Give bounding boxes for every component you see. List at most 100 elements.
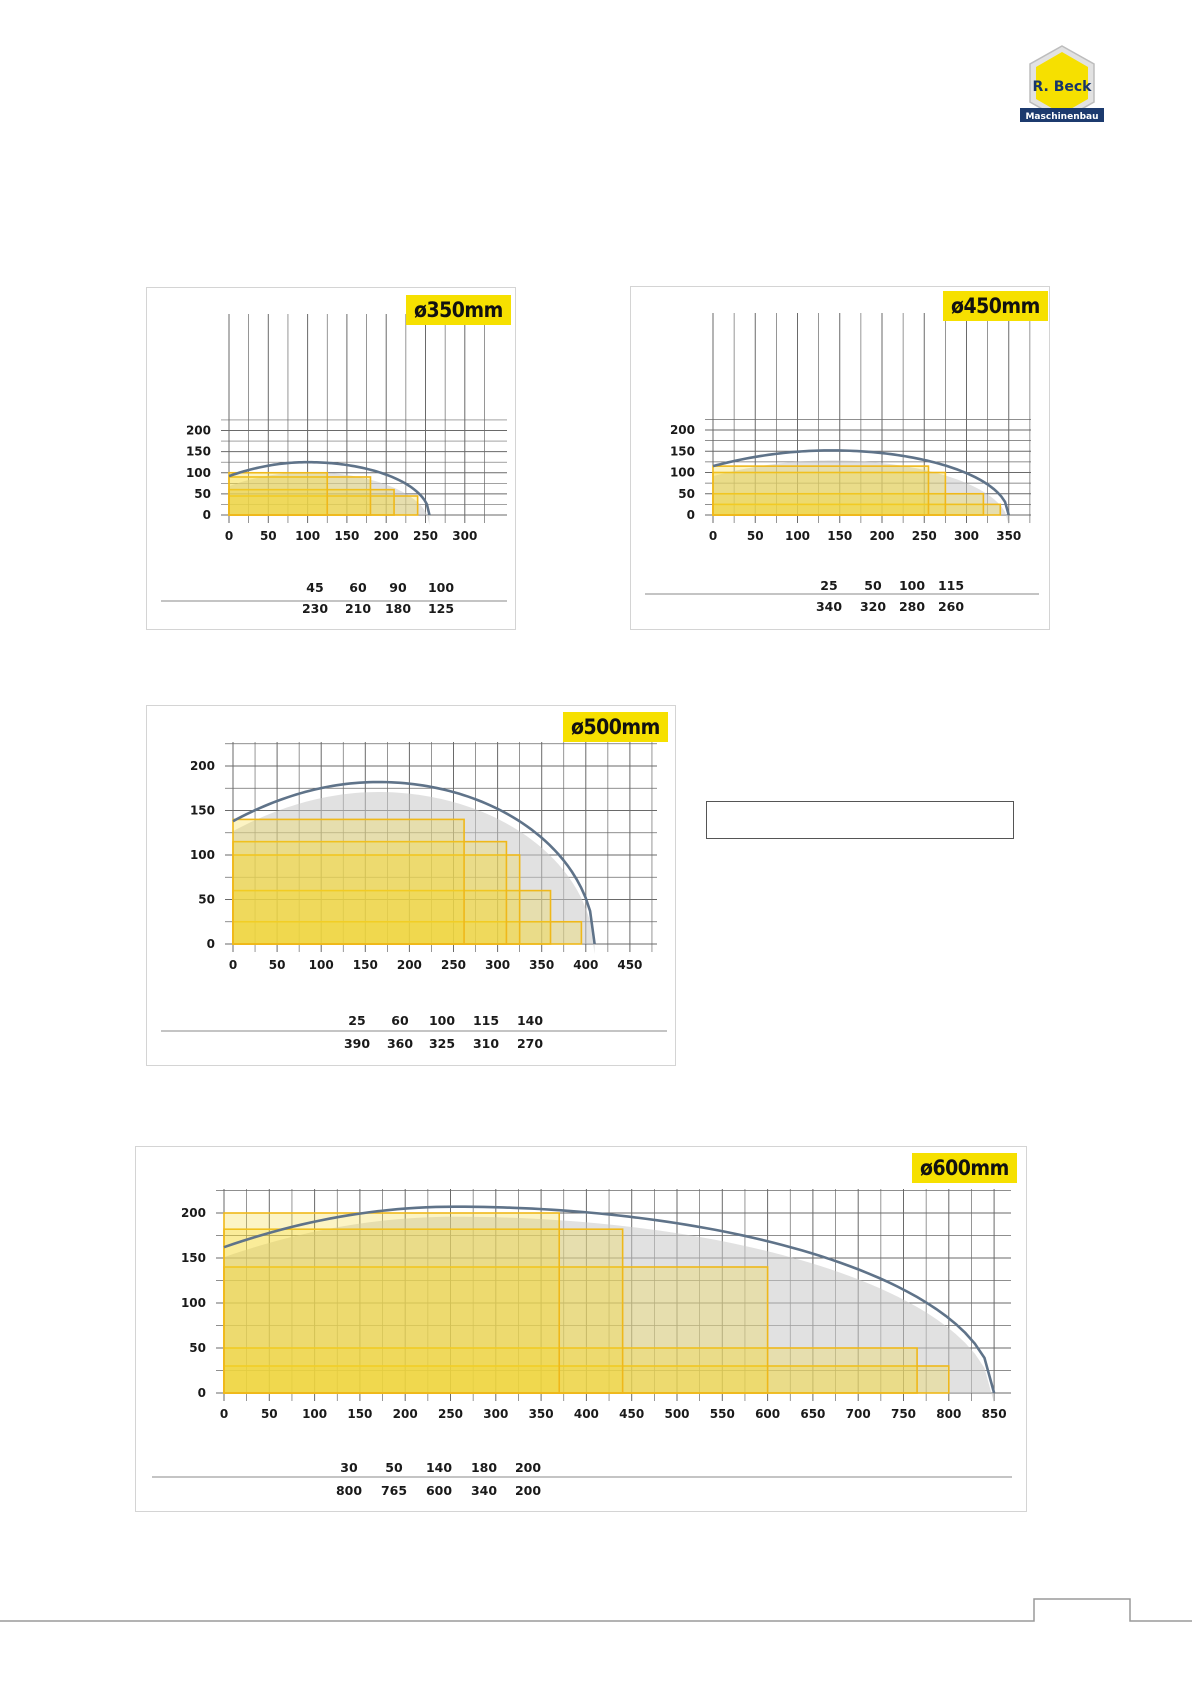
chart-450: 0 50 100 150 200 250 300 350 0 50 100 150 200 25 50 100…	[645, 313, 1039, 614]
table-width-value: 260	[938, 599, 964, 614]
table-width-value: 765	[381, 1483, 407, 1498]
x-tick-label: 50	[747, 529, 764, 543]
table-height-value: 25	[820, 578, 837, 593]
page-footer	[0, 1595, 1192, 1635]
chart-panel-450: 0 50 100 150 200 250 300 350 0 50 100 150 200 25 50 100…	[630, 286, 1050, 630]
x-tick-label: 350	[996, 529, 1021, 543]
chart-panel-500: 0 50 100 150 200 250 300 350 400 450 0 50 100 150 200 2…	[146, 705, 676, 1066]
y-tick-label: 100	[181, 1296, 206, 1310]
y-tick-label: 50	[678, 487, 695, 501]
x-tick-label: 750	[891, 1407, 916, 1421]
x-tick-label: 400	[573, 958, 598, 972]
y-tick-label: 150	[186, 445, 211, 459]
x-tick-label: 300	[452, 529, 477, 543]
empty-field	[706, 801, 1014, 839]
x-tick-label: 0	[229, 958, 237, 972]
y-tick-label: 200	[190, 759, 215, 773]
table-height-value: 140	[517, 1013, 543, 1028]
saw-blade-shape	[233, 792, 595, 954]
x-tick-label: 250	[438, 1407, 463, 1421]
x-tick-label: 400	[574, 1407, 599, 1421]
table-width-value: 390	[344, 1036, 370, 1051]
cut-rectangle	[223, 1365, 950, 1394]
y-tick-label: 200	[670, 423, 695, 437]
logo-text: R. Beck	[1032, 79, 1092, 95]
cut-rectangle	[223, 1266, 769, 1394]
x-tick-label: 250	[413, 529, 438, 543]
table-height-value: 100	[428, 580, 454, 595]
x-tick-label: 200	[397, 958, 422, 972]
blade-arc	[232, 780, 596, 945]
y-tick-label: 0	[203, 508, 211, 522]
table-height-value: 90	[389, 580, 407, 595]
table-width-value: 210	[345, 601, 371, 616]
table-height-value: 180	[471, 1460, 497, 1475]
y-tick-label: 100	[190, 848, 215, 862]
table-width-value: 340	[816, 599, 842, 614]
x-tick-label: 800	[936, 1407, 961, 1421]
saw-blade-shape	[224, 1216, 995, 1403]
table-width-value: 325	[429, 1036, 455, 1051]
x-tick-label: 500	[664, 1407, 689, 1421]
x-tick-label: 700	[846, 1407, 871, 1421]
table-height-value: 50	[385, 1460, 403, 1475]
y-tick-label: 100	[186, 466, 211, 480]
table-height-value: 140	[426, 1460, 452, 1475]
table-width-value: 360	[387, 1036, 413, 1051]
cut-rectangle	[712, 471, 947, 516]
table-width-value: 340	[471, 1483, 497, 1498]
x-tick-label: 350	[529, 958, 554, 972]
blade-arc	[712, 449, 1011, 516]
x-tick-label: 100	[309, 958, 334, 972]
table-height-value: 50	[864, 578, 882, 593]
chart-500: 0 50 100 150 200 250 300 350 400 450 0 50 100 150 200 2…	[161, 742, 667, 1051]
blade-arc	[223, 1205, 996, 1394]
x-tick-label: 200	[374, 529, 399, 543]
table-height-value: 115	[473, 1013, 499, 1028]
table-width-value: 280	[899, 599, 925, 614]
table-height-value: 200	[515, 1460, 541, 1475]
x-tick-label: 150	[347, 1407, 372, 1421]
cut-rectangles	[712, 465, 1002, 516]
chart-350: 0 50 100 150 200 250 300 0 50 100 150 200 45 60 90 100 2…	[161, 314, 507, 616]
x-tick-label: 850	[982, 1407, 1007, 1421]
x-tick-label: 450	[619, 1407, 644, 1421]
logo-subtext: Maschinenbau	[1025, 112, 1098, 122]
chart-600: 0 50 100 150 200 250 300 350 400 450 500 550 600 650 7…	[152, 1189, 1012, 1498]
table-width-value: 800	[336, 1483, 362, 1498]
x-tick-label: 200	[393, 1407, 418, 1421]
x-tick-label: 150	[353, 958, 378, 972]
x-tick-label: 0	[220, 1407, 228, 1421]
table-width-value: 200	[515, 1483, 541, 1498]
table-width-value: 310	[473, 1036, 499, 1051]
cut-rectangle	[223, 1212, 561, 1394]
x-tick-label: 450	[617, 958, 642, 972]
y-tick-label: 0	[687, 508, 695, 522]
cut-rectangles	[232, 818, 583, 945]
table-height-value: 45	[306, 580, 323, 595]
blade-arc	[228, 460, 431, 516]
table-height-value: 60	[391, 1013, 409, 1028]
y-tick-label: 150	[670, 444, 695, 458]
cut-rectangle	[232, 889, 552, 945]
y-tick-label: 50	[194, 487, 211, 501]
table-height-value: 100	[429, 1013, 455, 1028]
cut-rectangle	[712, 465, 930, 516]
table-width-value: 180	[385, 601, 411, 616]
x-tick-label: 200	[869, 529, 894, 543]
y-tick-label: 200	[186, 424, 211, 438]
table-width-value: 230	[302, 601, 328, 616]
x-tick-label: 150	[827, 529, 852, 543]
table-height-value: 115	[938, 578, 964, 593]
cut-rectangle	[228, 476, 372, 516]
cut-rectangle	[232, 840, 508, 945]
table-width-value: 320	[860, 599, 886, 614]
table-width-value: 600	[426, 1483, 452, 1498]
y-tick-label: 50	[189, 1341, 206, 1355]
y-tick-label: 0	[207, 937, 215, 951]
diameter-badge-600: ø600mm	[912, 1153, 1017, 1183]
x-tick-label: 300	[485, 958, 510, 972]
y-tick-label: 0	[198, 1386, 206, 1400]
x-tick-label: 0	[709, 529, 717, 543]
x-tick-label: 0	[225, 529, 233, 543]
